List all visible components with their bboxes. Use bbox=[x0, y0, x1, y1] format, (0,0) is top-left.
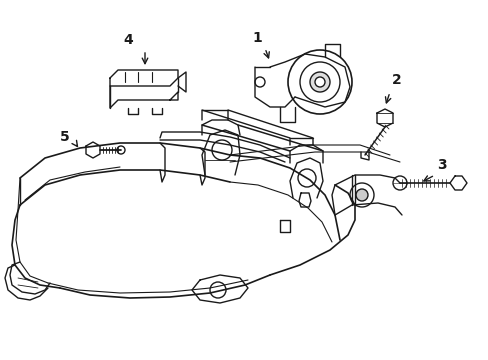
Circle shape bbox=[355, 189, 367, 201]
Text: 1: 1 bbox=[252, 31, 262, 45]
Text: 5: 5 bbox=[60, 130, 70, 144]
Text: 3: 3 bbox=[436, 158, 446, 172]
Circle shape bbox=[314, 77, 325, 87]
Text: 4: 4 bbox=[123, 33, 133, 47]
Text: 2: 2 bbox=[391, 73, 401, 87]
Circle shape bbox=[309, 72, 329, 92]
